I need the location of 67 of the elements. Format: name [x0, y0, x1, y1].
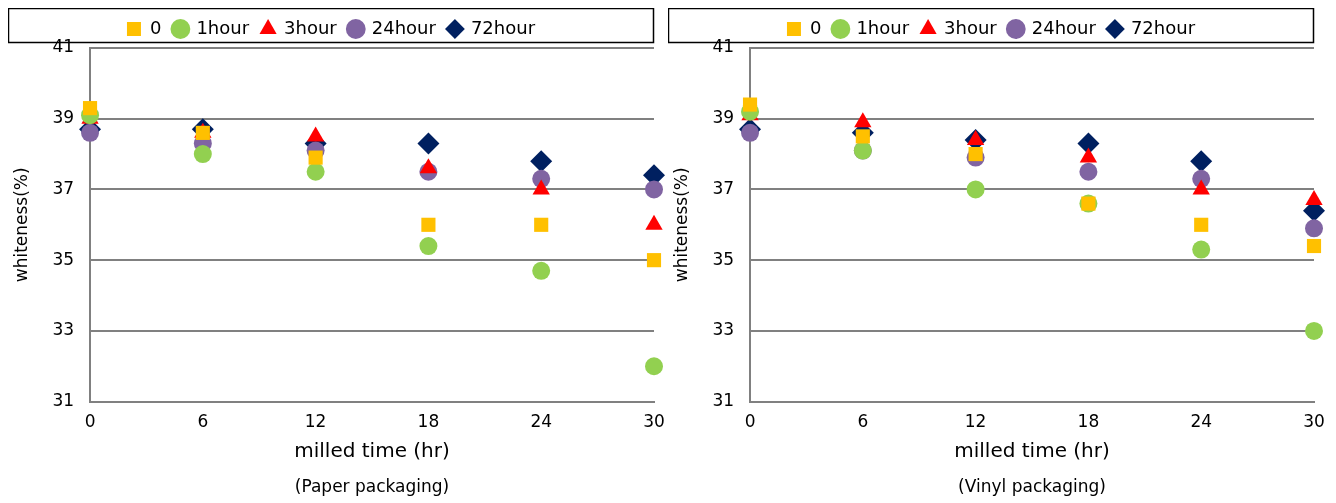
point: [1305, 219, 1323, 238]
point: [1305, 321, 1323, 340]
y-tick-label: 31: [712, 390, 735, 411]
y-tick-label: 31: [52, 390, 75, 411]
x-tick-label: 12: [304, 411, 327, 432]
legend-label: 24hour: [1031, 16, 1097, 38]
point: [534, 217, 549, 232]
y-axis-title: whiteness(%): [670, 167, 691, 283]
x-axis-title: milled time (hr): [954, 438, 1110, 463]
point: [645, 357, 663, 376]
x-tick-label: 6: [857, 411, 869, 432]
legend-label: 72hour: [470, 16, 536, 38]
point: [1192, 240, 1211, 259]
legend-label: 72hour: [1130, 16, 1196, 38]
point: [81, 123, 100, 142]
point: [741, 123, 760, 142]
legend-label: 1hour: [196, 16, 250, 38]
legend-label: 3hour: [944, 16, 998, 38]
point: [308, 150, 323, 165]
y-tick-label: 35: [52, 248, 75, 269]
x-tick-label: 6: [197, 411, 209, 432]
point: [530, 150, 553, 173]
point: [306, 162, 325, 181]
legend-label: 3hour: [284, 16, 338, 38]
y-tick-label: 33: [712, 319, 735, 340]
point: [646, 253, 662, 268]
x-tick-label: 30: [1303, 411, 1325, 432]
legend-label: 1hour: [856, 16, 910, 38]
x-tick-label: 24: [530, 411, 553, 432]
y-tick-label: 39: [712, 107, 735, 128]
text: (Paper packaging): [294, 475, 450, 496]
x-tick-label: 0: [744, 411, 756, 432]
point: [742, 97, 758, 112]
point: [1194, 217, 1209, 232]
point: [645, 180, 663, 199]
point: [82, 101, 98, 116]
x-tick-label: 12: [964, 411, 987, 432]
x-tick-label: 18: [417, 411, 440, 432]
y-tick-label: 35: [712, 248, 735, 269]
x-tick-label: 18: [1077, 411, 1100, 432]
y-tick-label: 37: [712, 177, 735, 198]
x-tick-label: 0: [84, 411, 96, 432]
point: [1077, 132, 1100, 155]
point: [417, 132, 440, 155]
point: [1305, 190, 1323, 206]
x-axis-title: milled time (hr): [294, 438, 450, 463]
y-axis-title: whiteness(%): [10, 167, 31, 283]
y-tick-label: 33: [52, 319, 75, 340]
point: [193, 145, 212, 164]
point: [532, 261, 551, 280]
x-tick-label: 24: [1190, 411, 1213, 432]
y-tick-label: 37: [52, 177, 75, 198]
legend-label: 0: [809, 16, 822, 38]
point: [421, 217, 436, 232]
point: [855, 129, 870, 144]
legend-label: 24hour: [371, 16, 437, 38]
point: [1079, 162, 1098, 181]
point: [1190, 150, 1213, 173]
text: (Vinyl packaging): [958, 475, 1106, 496]
point: [1306, 238, 1322, 254]
legend-label: 0: [149, 16, 162, 38]
y-tick-label: 39: [52, 107, 75, 128]
point: [968, 147, 983, 162]
point: [854, 112, 872, 128]
x-tick-label: 30: [643, 411, 665, 432]
point: [419, 237, 438, 256]
point: [966, 180, 985, 199]
